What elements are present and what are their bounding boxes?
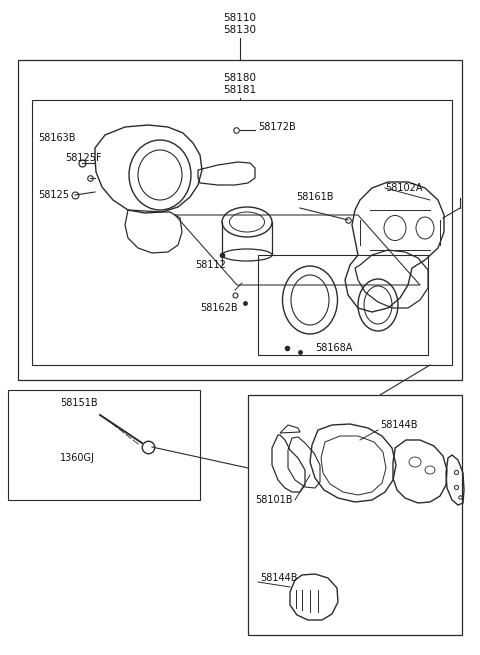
Bar — [248, 395, 462, 635]
Text: 1360GJ: 1360GJ — [60, 453, 95, 463]
Bar — [8, 390, 200, 500]
Text: 58161B: 58161B — [296, 192, 334, 202]
Text: 58151B: 58151B — [60, 398, 97, 408]
Text: 58162B: 58162B — [200, 303, 238, 313]
Bar — [258, 255, 428, 355]
Bar — [32, 100, 452, 365]
Text: 58144B: 58144B — [260, 573, 298, 583]
Text: 58110: 58110 — [224, 13, 256, 23]
Text: 58181: 58181 — [223, 85, 257, 95]
Text: 58172B: 58172B — [258, 122, 296, 132]
Text: 58180: 58180 — [224, 73, 256, 83]
Text: 58101B: 58101B — [255, 495, 292, 505]
Text: 58144B: 58144B — [380, 420, 418, 430]
Text: 58163B: 58163B — [38, 133, 75, 143]
Text: 58130: 58130 — [224, 25, 256, 35]
Text: 58125F: 58125F — [65, 153, 102, 163]
Text: 58168A: 58168A — [315, 343, 352, 353]
Text: 58125: 58125 — [38, 190, 69, 200]
Bar — [18, 60, 462, 380]
Text: 58112: 58112 — [195, 260, 226, 270]
Text: 58102A: 58102A — [385, 183, 422, 193]
